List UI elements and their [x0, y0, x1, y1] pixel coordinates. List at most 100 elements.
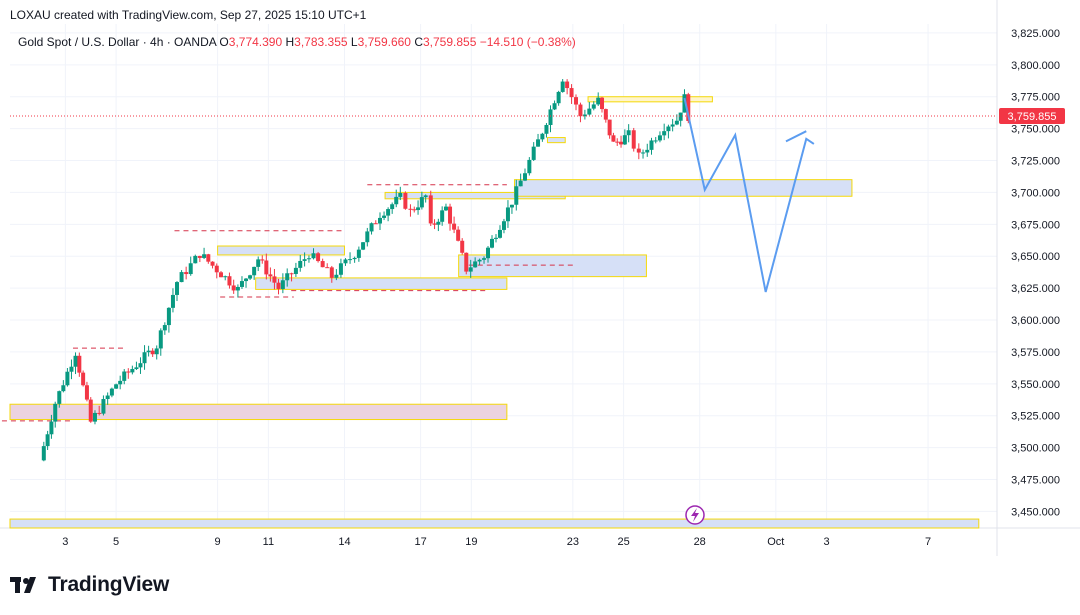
y-tick-label: 3,475.000: [1011, 475, 1060, 487]
candle-up: [188, 263, 193, 275]
candle-down: [403, 192, 408, 209]
y-tick-label: 3,500.000: [1011, 443, 1060, 455]
price-axis[interactable]: 3,759.855 3,825.000 3,800.000 3,775.000 3,75…: [999, 28, 1065, 518]
candle-down: [408, 208, 413, 210]
candle-down: [569, 88, 574, 98]
candle-up: [122, 371, 127, 381]
candle-up: [518, 180, 523, 187]
candle-up: [154, 348, 159, 355]
candle-down: [227, 276, 232, 286]
y-tick-label: 3,550.000: [1011, 379, 1060, 391]
candle-up: [540, 133, 545, 140]
candle-up: [369, 223, 374, 232]
candle-up: [522, 173, 527, 181]
candle-up: [386, 209, 391, 216]
y-tick-label: 3,700.000: [1011, 187, 1060, 199]
y-tick-label: 3,650.000: [1011, 251, 1060, 263]
candle-up: [311, 253, 316, 259]
projection-path: [683, 97, 815, 293]
projection-line: [683, 97, 815, 293]
candle-up: [193, 255, 198, 264]
candle-down: [77, 355, 82, 373]
candle-up: [560, 81, 565, 92]
candle-down: [432, 223, 437, 225]
candle-down: [329, 267, 334, 278]
candle-up: [674, 120, 679, 125]
candle-down: [460, 240, 465, 253]
candle-down: [289, 273, 294, 275]
y-tick-label: 3,525.000: [1011, 411, 1060, 423]
candle-up: [280, 280, 285, 289]
candle-up: [443, 206, 448, 211]
candle-down: [126, 371, 131, 373]
candle-up: [482, 258, 487, 260]
candle-down: [578, 104, 583, 117]
candle-down: [452, 223, 457, 230]
candle-up: [556, 91, 561, 104]
x-tick-label: 3: [824, 536, 830, 548]
candle-up: [398, 192, 403, 197]
candle-down: [184, 272, 189, 275]
candle-up: [343, 259, 348, 264]
x-tick-label: 17: [414, 536, 426, 548]
time-axis[interactable]: 3 5 9 11 14 17 19 23 25 28 Oct 3 7: [62, 536, 931, 548]
chart-attribution: LOXAU created with TradingView.com, Sep …: [10, 8, 367, 22]
x-tick-label: 14: [338, 536, 350, 548]
candle-down: [268, 274, 273, 277]
candle-down: [456, 229, 461, 241]
candle-down: [260, 259, 265, 261]
candle-up: [298, 260, 303, 268]
candle-down: [636, 148, 641, 153]
zone-demand: [217, 245, 345, 256]
candle-up: [378, 217, 382, 224]
candle-up: [348, 259, 353, 261]
x-tick-label: 7: [925, 536, 931, 548]
projection-arrowhead: [785, 130, 807, 143]
x-tick-label: Oct: [767, 536, 784, 548]
candle-down: [600, 97, 605, 110]
symbol-name[interactable]: Gold Spot / U.S. Dollar · 4h · OANDA: [18, 35, 217, 49]
candle-up: [45, 434, 50, 447]
candle-up: [235, 286, 240, 291]
tradingview-logo[interactable]: TradingView: [10, 573, 169, 597]
candle-up: [552, 103, 557, 110]
candle-down: [565, 81, 570, 89]
flash-icon[interactable]: [685, 505, 705, 525]
candle-down: [428, 195, 433, 224]
candle-down: [464, 252, 469, 272]
candle-up: [306, 258, 311, 260]
candle-up: [73, 355, 78, 367]
candle-down: [619, 141, 624, 145]
y-tick-label: 3,775.000: [1011, 92, 1060, 104]
candle-up: [382, 215, 387, 218]
chart-grid: [0, 0, 1080, 556]
candle-up: [490, 238, 495, 248]
candle-up: [130, 369, 135, 373]
y-tick-label: 3,725.000: [1011, 156, 1060, 168]
x-tick-label: 5: [113, 536, 119, 548]
candle-up: [334, 274, 339, 278]
candle-down: [686, 94, 691, 121]
symbol-legend: Gold Spot / U.S. Dollar · 4h · OANDA O3,…: [18, 35, 576, 49]
candle-down: [325, 267, 330, 269]
candle-up: [527, 159, 532, 174]
candle-up: [394, 196, 399, 205]
candle-up: [175, 282, 180, 295]
candle-up: [548, 109, 553, 125]
candle-up: [338, 263, 343, 275]
candle-up: [202, 254, 207, 258]
candle-down: [611, 135, 616, 142]
candle-up: [293, 267, 298, 274]
candle-down: [320, 261, 325, 268]
candle-up: [361, 242, 366, 250]
y-tick-label: 3,675.000: [1011, 219, 1060, 231]
candle-up: [118, 380, 123, 385]
candle-up: [423, 195, 428, 198]
candle-up: [493, 237, 498, 239]
x-tick-label: 25: [617, 536, 629, 548]
candle-up: [248, 275, 253, 279]
zone-demand: [546, 137, 566, 144]
candle-down: [603, 109, 608, 120]
candle-up: [158, 330, 163, 349]
